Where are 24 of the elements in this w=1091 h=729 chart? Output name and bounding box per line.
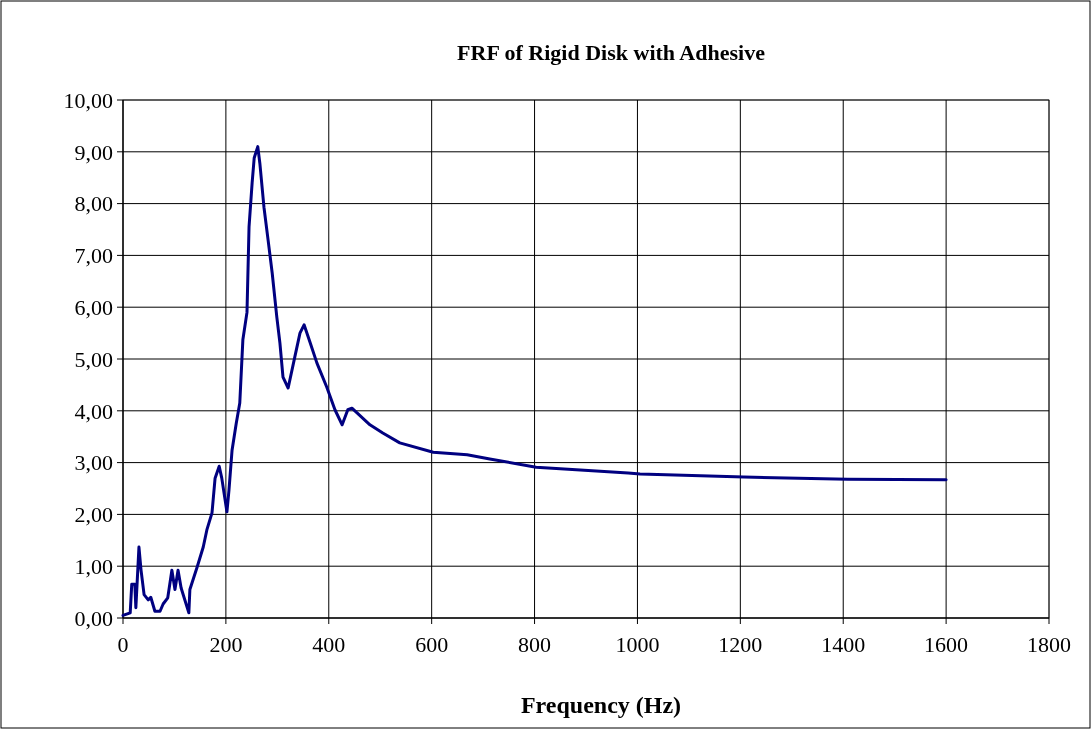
x-tick-label: 600 (415, 632, 449, 657)
x-tick-label: 1400 (821, 632, 866, 657)
y-tick-label: 4,00 (74, 398, 113, 424)
chart-title: FRF of Rigid Disk with Adhesive (457, 40, 766, 65)
x-tick-label: 0 (117, 632, 129, 657)
y-tick-label: 7,00 (74, 243, 113, 269)
x-tick-label: 800 (518, 632, 552, 657)
y-tick-label: 0,00 (74, 605, 113, 631)
x-tick-label: 200 (209, 632, 243, 657)
x-tick-label: 1800 (1027, 632, 1071, 657)
x-tick-label: 1200 (718, 632, 763, 657)
y-tick-label: 3,00 (74, 450, 113, 476)
line-series (121, 145, 948, 617)
y-tick-label: 10,00 (63, 87, 113, 113)
x-tick-label: 400 (312, 632, 346, 657)
y-tick-label: 6,00 (74, 294, 113, 320)
y-tick-label: 5,00 (74, 346, 113, 372)
y-tick-label: 8,00 (74, 191, 113, 217)
x-tick-label: 1000 (615, 632, 660, 657)
y-tick-label: 2,00 (74, 502, 113, 528)
x-axis-title: Frequency (Hz) (520, 692, 682, 718)
x-tick-label: 1600 (924, 632, 969, 657)
y-tick-label: 9,00 (74, 139, 113, 165)
y-tick-label: 1,00 (74, 553, 113, 579)
